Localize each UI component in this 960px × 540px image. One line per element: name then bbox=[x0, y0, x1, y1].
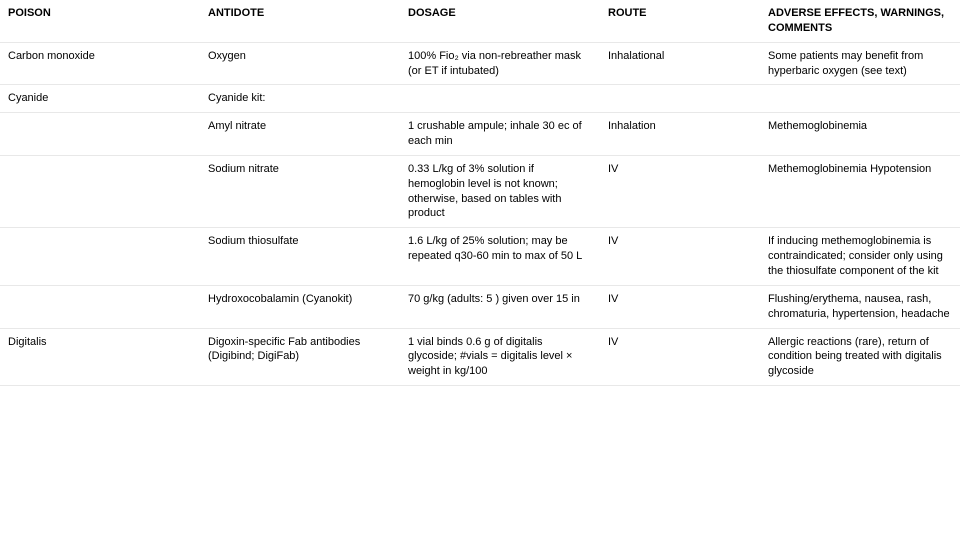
cell-effects: If inducing methemoglobinemia is contrai… bbox=[760, 228, 960, 286]
header-route: ROUTE bbox=[600, 0, 760, 42]
cell-antidote: Sodium thiosulfate bbox=[200, 228, 400, 286]
cell-antidote: Amyl nitrate bbox=[200, 113, 400, 156]
table-row: Carbon monoxide Oxygen 100% Fio₂ via non… bbox=[0, 42, 960, 85]
cell-route: IV bbox=[600, 155, 760, 227]
cell-route: Inhalation bbox=[600, 113, 760, 156]
cell-route: IV bbox=[600, 228, 760, 286]
cell-effects: Flushing/erythema, nausea, rash, chromat… bbox=[760, 285, 960, 328]
table-row: Hydroxocobalamin (Cyanokit) 70 g/kg (adu… bbox=[0, 285, 960, 328]
table-row: Cyanide Cyanide kit: bbox=[0, 85, 960, 113]
cell-effects bbox=[760, 85, 960, 113]
cell-effects: Methemoglobinemia bbox=[760, 113, 960, 156]
cell-dosage: 1 crushable ampule; inhale 30 ec of each… bbox=[400, 113, 600, 156]
table-row: Digitalis Digoxin-specific Fab antibodie… bbox=[0, 328, 960, 386]
cell-antidote: Cyanide kit: bbox=[200, 85, 400, 113]
cell-dosage: 0.33 L/kg of 3% solution if hemoglobin l… bbox=[400, 155, 600, 227]
table-row: Sodium thiosulfate 1.6 L/kg of 25% solut… bbox=[0, 228, 960, 286]
antidote-table: POISON ANTIDOTE DOSAGE ROUTE ADVERSE EFF… bbox=[0, 0, 960, 386]
cell-effects: Some patients may benefit from hyperbari… bbox=[760, 42, 960, 85]
cell-antidote: Digoxin-specific Fab antibodies (Digibin… bbox=[200, 328, 400, 386]
cell-poison bbox=[0, 155, 200, 227]
cell-poison: Cyanide bbox=[0, 85, 200, 113]
cell-poison bbox=[0, 285, 200, 328]
cell-dosage: 70 g/kg (adults: 5 ) given over 15 in bbox=[400, 285, 600, 328]
header-antidote: ANTIDOTE bbox=[200, 0, 400, 42]
cell-antidote: Oxygen bbox=[200, 42, 400, 85]
cell-poison: Carbon monoxide bbox=[0, 42, 200, 85]
cell-poison bbox=[0, 228, 200, 286]
cell-poison: Digitalis bbox=[0, 328, 200, 386]
cell-dosage: 1.6 L/kg of 25% solution; may be repeate… bbox=[400, 228, 600, 286]
cell-dosage: 1 vial binds 0.6 g of digitalis glycosid… bbox=[400, 328, 600, 386]
cell-dosage bbox=[400, 85, 600, 113]
cell-route bbox=[600, 85, 760, 113]
header-dosage: DOSAGE bbox=[400, 0, 600, 42]
cell-antidote: Sodium nitrate bbox=[200, 155, 400, 227]
header-effects: ADVERSE EFFECTS, WARNINGS, COMMENTS bbox=[760, 0, 960, 42]
cell-antidote: Hydroxocobalamin (Cyanokit) bbox=[200, 285, 400, 328]
cell-route: IV bbox=[600, 285, 760, 328]
cell-poison bbox=[0, 113, 200, 156]
cell-route: IV bbox=[600, 328, 760, 386]
header-poison: POISON bbox=[0, 0, 200, 42]
cell-effects: Allergic reactions (rare), return of con… bbox=[760, 328, 960, 386]
cell-dosage: 100% Fio₂ via non-rebreather mask (or ET… bbox=[400, 42, 600, 85]
cell-effects: Methemoglobinemia Hypotension bbox=[760, 155, 960, 227]
table-row: Sodium nitrate 0.33 L/kg of 3% solution … bbox=[0, 155, 960, 227]
cell-route: Inhalational bbox=[600, 42, 760, 85]
header-row: POISON ANTIDOTE DOSAGE ROUTE ADVERSE EFF… bbox=[0, 0, 960, 42]
table-row: Amyl nitrate 1 crushable ampule; inhale … bbox=[0, 113, 960, 156]
